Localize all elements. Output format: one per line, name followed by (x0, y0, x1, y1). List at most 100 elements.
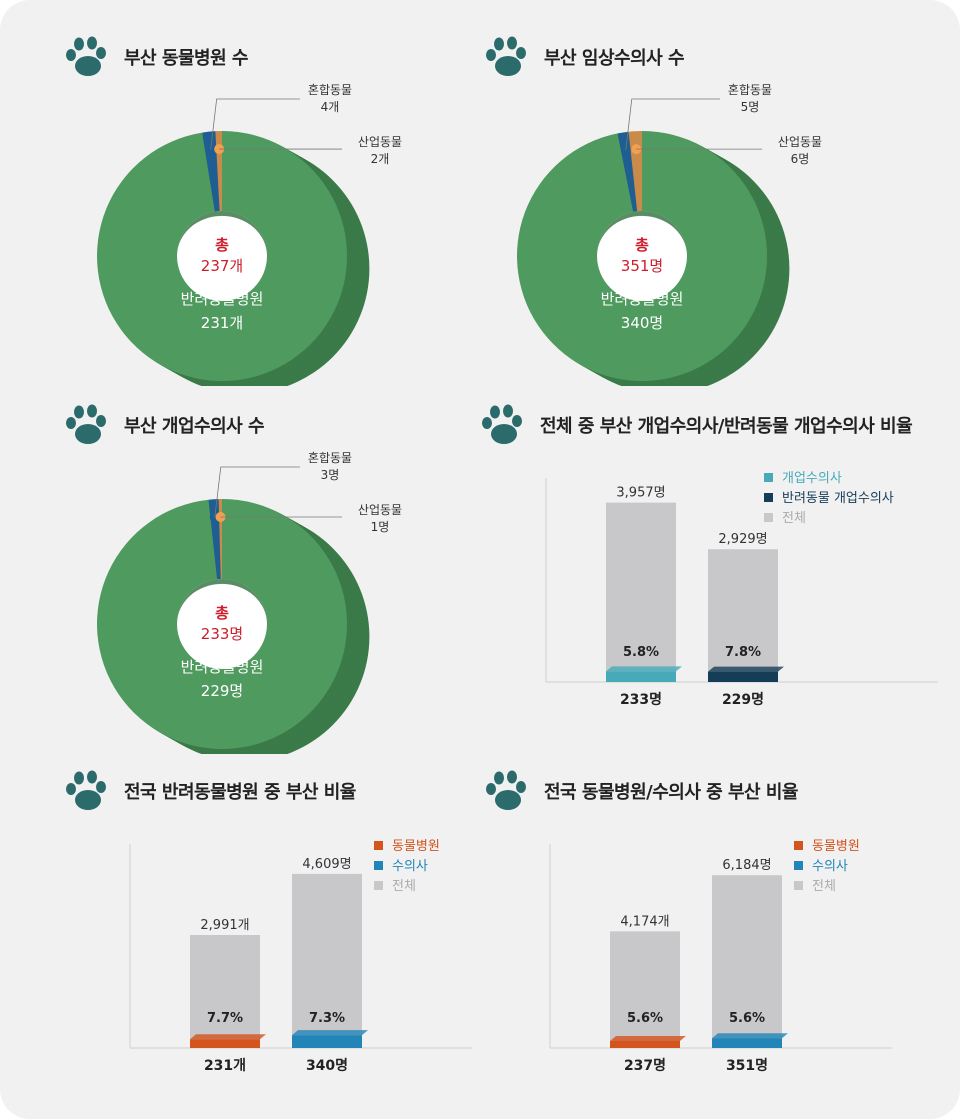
panel-title: 부산 개업수의사 수 (124, 416, 265, 437)
legend-swatch (374, 861, 383, 870)
bar-part (606, 671, 676, 682)
panel-title: 전체 중 부산 개업수의사/반려동물 개업수의사 비율 (540, 416, 913, 437)
bar-part-top (606, 666, 682, 672)
callout-value: 1명 (371, 520, 390, 534)
paw-toe (516, 781, 526, 793)
legend-label: 수의사 (812, 859, 848, 874)
bar-part (292, 1035, 362, 1048)
total-prefix: 총 (215, 236, 229, 254)
paw-toe (512, 415, 522, 427)
bar-total (190, 935, 260, 1048)
legend-swatch (794, 861, 803, 870)
paw-pad (491, 424, 517, 444)
paw-icon (66, 404, 106, 444)
legend-label: 전체 (812, 879, 836, 894)
paw-icon (486, 36, 526, 76)
callout-value: 4개 (321, 100, 340, 114)
total-prefix: 총 (215, 604, 229, 622)
bar-part-top (610, 1036, 686, 1041)
bar-part (708, 671, 778, 682)
panel-busan-hospitals: 부산 동물병원 수 총 237개 반려동물병원 231개 혼합동물 4개 산업동물 2개 (62, 36, 462, 386)
total-value: 237개 (201, 257, 243, 275)
paw-toe (494, 37, 504, 51)
bar-pct-label: 5.8% (623, 645, 659, 660)
paw-toe (507, 36, 517, 50)
paw-toe (87, 770, 97, 784)
total-value: 233명 (201, 625, 243, 643)
panel-national-hospital-vet-ratio: 전국 동물병원/수의사 중 부산 비율 4,174개 5.6% 237명 6,184명… (482, 770, 902, 1100)
legend-label: 동물병원 (392, 839, 440, 854)
callout-line (210, 98, 300, 150)
bar-part-top (190, 1034, 266, 1040)
bar-part-top (292, 1030, 368, 1036)
slice-value-pet: 231개 (201, 314, 243, 332)
paw-toe (96, 415, 106, 427)
total-value: 351명 (621, 257, 663, 275)
callout-line (214, 466, 300, 518)
callout-line (625, 98, 720, 151)
legend-label: 동물병원 (812, 839, 860, 854)
panel-title: 부산 동물병원 수 (124, 48, 248, 69)
paw-toe (494, 771, 504, 785)
panel-busan-clinical-vets: 부산 임상수의사 수 총 351명 반려동물병원 340명 혼합동물 5명 산업동물 6명 (482, 36, 882, 386)
paw-toe (66, 417, 76, 429)
legend-swatch (374, 841, 383, 850)
callout-value: 2개 (371, 152, 390, 166)
bar-part-label: 351명 (726, 1057, 768, 1074)
legend-label: 반려동물 개업수의사 (782, 491, 894, 506)
slice-label-pet: 반려동물병원 (181, 658, 264, 676)
total-prefix: 총 (635, 236, 649, 254)
bar-total-label: 3,957명 (616, 486, 665, 501)
callout-value: 3명 (321, 468, 340, 482)
panel-practicing-vet-ratio: 전체 중 부산 개업수의사/반려동물 개업수의사 비율 3,957명 5.8% 23… (478, 404, 948, 734)
panel-national-pet-hospital-ratio: 전국 반려동물병원 중 부산 비율 2,991개 7.7% 231개 4,609명 7.… (62, 770, 482, 1100)
bar-total-label: 4,609명 (302, 857, 351, 872)
bar-pct-label: 5.6% (627, 1011, 663, 1026)
bar-part-label: 231개 (204, 1058, 246, 1074)
paw-pad (75, 790, 101, 810)
callout-label: 혼합동물 (728, 83, 772, 97)
paw-toe (74, 771, 84, 785)
paw-toe (490, 405, 500, 419)
paw-toe (503, 404, 513, 418)
pie-slice-pet (517, 131, 767, 382)
bar-pct-label: 5.6% (729, 1011, 765, 1026)
paw-toe (96, 781, 106, 793)
paw-pad (75, 56, 101, 76)
panel-title: 전국 반려동물병원 중 부산 비율 (124, 782, 356, 803)
paw-toe (486, 783, 496, 795)
slice-value-pet: 229명 (201, 682, 243, 700)
donut-hole (177, 579, 267, 669)
legend-label: 수의사 (392, 859, 428, 874)
slice-value-pet: 340명 (621, 314, 663, 332)
paw-pad (495, 56, 521, 76)
paw-toe (74, 405, 84, 419)
legend-label: 전체 (392, 879, 416, 894)
callout-label: 산업동물 (358, 135, 402, 149)
callout-dot-mixed (620, 145, 631, 156)
paw-toe (87, 36, 97, 50)
callout-dot-livestock (631, 144, 642, 155)
pie-slice-pet (97, 499, 348, 749)
legend-swatch (764, 513, 773, 522)
callout-label: 산업동물 (358, 503, 402, 517)
bar-part-top (712, 1033, 788, 1039)
donut-hole (177, 211, 267, 301)
paw-icon (482, 404, 522, 444)
paw-icon (66, 36, 106, 76)
bar-total-label: 4,174개 (620, 914, 669, 929)
bar-total-label: 2,929명 (718, 532, 767, 547)
bar-part (712, 1038, 782, 1048)
bar-part (610, 1041, 680, 1048)
legend-swatch (374, 881, 383, 890)
bar-total (708, 549, 778, 682)
panel-title: 전국 동물병원/수의사 중 부산 비율 (544, 782, 798, 803)
slice-label-pet: 반려동물병원 (181, 290, 264, 308)
